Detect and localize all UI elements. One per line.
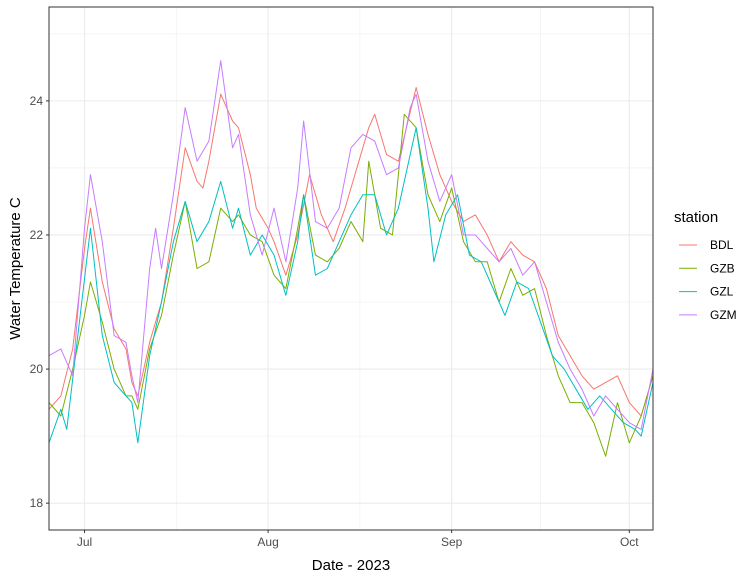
x-tick-label: Aug [257,535,278,549]
series-line-gzm [49,60,653,430]
y-tick-label: 20 [30,362,44,376]
legend-items: BDL GZB GZL GZM [679,238,737,322]
x-tick-label: Jul [77,535,92,549]
series-layer [49,60,653,457]
x-tick-label: Sep [441,535,463,549]
legend-label-bdl: BDL [710,238,734,252]
y-tick-label: 24 [30,94,44,108]
panel-border [48,6,654,531]
series-line-gzl [49,127,653,444]
x-axis-title: Date - 2023 [312,557,390,574]
series-line-gzb [49,113,653,457]
legend: station BDL GZB GZL GZM [674,209,737,322]
legend-label-gzm: GZM [710,308,737,322]
grid-layer [49,7,653,530]
legend-label-gzb: GZB [710,261,735,275]
x-tick-label: Oct [620,535,639,549]
axis-layer: 18 20 22 24 Jul Aug Sep Oct [30,94,640,549]
y-axis-title: Water Temperature C [7,197,24,340]
legend-title: station [674,209,718,226]
legend-label-gzl: GZL [710,285,734,299]
y-tick-label: 18 [30,496,44,510]
y-tick-label: 22 [30,228,44,242]
